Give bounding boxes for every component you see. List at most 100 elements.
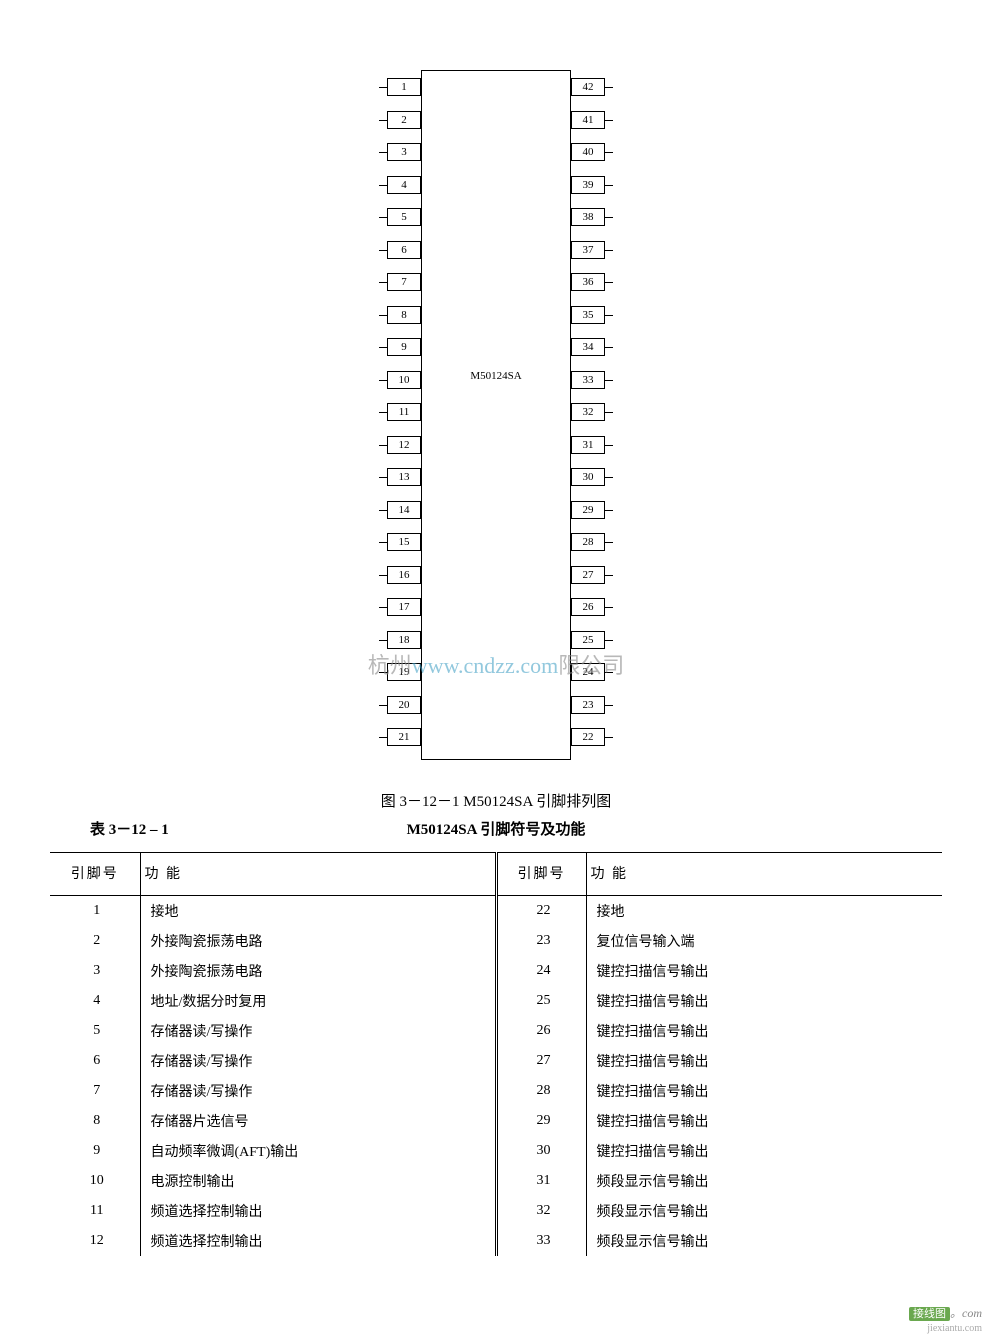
branding-box: 接线图: [909, 1307, 950, 1321]
pin-lead-8: [379, 315, 387, 316]
cell-func-b-4: 键控扫描信号输出: [586, 1016, 942, 1046]
pin-lead-12: [379, 445, 387, 446]
cell-pin-b-10: 32: [496, 1196, 586, 1226]
col-header-pin-a: 引脚号: [50, 853, 140, 896]
pin-30: 30: [571, 468, 605, 486]
pin-3: 3: [387, 143, 421, 161]
col-header-func-a: 功 能: [140, 853, 496, 896]
table-row: 7存储器读/写操作28键控扫描信号输出: [50, 1076, 942, 1106]
table-row: 9自动频率微调(AFT)输出30键控扫描信号输出: [50, 1136, 942, 1166]
pin-lead-19: [379, 672, 387, 673]
pin-28: 28: [571, 533, 605, 551]
pin-lead-31: [605, 445, 613, 446]
table-row: 3外接陶瓷振荡电路24键控扫描信号输出: [50, 956, 942, 986]
pin-lead-42: [605, 87, 613, 88]
pin-1: 1: [387, 78, 421, 96]
pin-lead-32: [605, 412, 613, 413]
col-header-func-b: 功 能: [586, 853, 942, 896]
pin-29: 29: [571, 501, 605, 519]
pin-13: 13: [387, 468, 421, 486]
cell-pin-a-1: 2: [50, 926, 140, 956]
table-row: 11频道选择控制输出32频段显示信号输出: [50, 1196, 942, 1226]
pin-15: 15: [387, 533, 421, 551]
pin-38: 38: [571, 208, 605, 226]
cell-func-b-5: 键控扫描信号输出: [586, 1046, 942, 1076]
cell-pin-b-6: 28: [496, 1076, 586, 1106]
pin-lead-37: [605, 250, 613, 251]
pin-function-table: 引脚号 功 能 引脚号 功 能 1接地22接地2外接陶瓷振荡电路23复位信号: [50, 852, 942, 1256]
col-header-pin-b: 引脚号: [496, 853, 586, 896]
col-header-func-b-text: 功 能: [591, 867, 629, 882]
pin-8: 8: [387, 306, 421, 324]
pin-27: 27: [571, 566, 605, 584]
branding-sub: jiexiantu.com: [927, 1323, 982, 1334]
pin-lead-5: [379, 217, 387, 218]
cell-pin-b-4: 26: [496, 1016, 586, 1046]
pin-26: 26: [571, 598, 605, 616]
pin-36: 36: [571, 273, 605, 291]
pin-25: 25: [571, 631, 605, 649]
pin-35: 35: [571, 306, 605, 324]
pin-22: 22: [571, 728, 605, 746]
table-row: 2外接陶瓷振荡电路23复位信号输入端: [50, 926, 942, 956]
pin-lead-7: [379, 282, 387, 283]
pin-lead-39: [605, 185, 613, 186]
cell-func-b-7: 键控扫描信号输出: [586, 1106, 942, 1136]
pin-42: 42: [571, 78, 605, 96]
pin-lead-13: [379, 477, 387, 478]
cell-pin-a-0: 1: [50, 896, 140, 927]
pin-21: 21: [387, 728, 421, 746]
pin-lead-38: [605, 217, 613, 218]
col-header-func-a-text: 功 能: [145, 867, 183, 882]
pin-2: 2: [387, 111, 421, 129]
cell-func-b-8: 键控扫描信号输出: [586, 1136, 942, 1166]
pin-41: 41: [571, 111, 605, 129]
pin-32: 32: [571, 403, 605, 421]
chip-diagram-wrapper: M50124SA 1234567891011121314151617181920…: [0, 70, 992, 760]
cell-pin-a-11: 12: [50, 1226, 140, 1256]
pin-6: 6: [387, 241, 421, 259]
pin-lead-30: [605, 477, 613, 478]
chip-label: M50124SA: [421, 370, 571, 382]
cell-pin-b-9: 31: [496, 1166, 586, 1196]
cell-func-a-3: 地址/数据分时复用: [140, 986, 496, 1016]
pin-lead-24: [605, 672, 613, 673]
table-body: 1接地22接地2外接陶瓷振荡电路23复位信号输入端3外接陶瓷振荡电路24键控扫描…: [50, 896, 942, 1257]
pin-function-table-wrapper: 引脚号 功 能 引脚号 功 能 1接地22接地2外接陶瓷振荡电路23复位信号: [50, 852, 942, 1256]
pin-lead-27: [605, 575, 613, 576]
pin-lead-2: [379, 120, 387, 121]
pin-lead-36: [605, 282, 613, 283]
pin-lead-29: [605, 510, 613, 511]
branding-domain: 。com: [950, 1306, 982, 1320]
table-row: 6存储器读/写操作27键控扫描信号输出: [50, 1046, 942, 1076]
table-row: 4地址/数据分时复用25键控扫描信号输出: [50, 986, 942, 1016]
pin-4: 4: [387, 176, 421, 194]
cell-pin-b-1: 23: [496, 926, 586, 956]
pin-11: 11: [387, 403, 421, 421]
table-header-row: 引脚号 功 能 引脚号 功 能: [50, 853, 942, 896]
cell-func-a-5: 存储器读/写操作: [140, 1046, 496, 1076]
pin-lead-21: [379, 737, 387, 738]
cell-func-b-9: 频段显示信号输出: [586, 1166, 942, 1196]
pin-lead-9: [379, 347, 387, 348]
pin-lead-14: [379, 510, 387, 511]
table-row: 1接地22接地: [50, 896, 942, 927]
cell-pin-a-5: 6: [50, 1046, 140, 1076]
cell-func-a-10: 频道选择控制输出: [140, 1196, 496, 1226]
pin-lead-20: [379, 705, 387, 706]
page: M50124SA 1234567891011121314151617181920…: [0, 0, 992, 1340]
cell-func-b-0: 接地: [586, 896, 942, 927]
pin-lead-25: [605, 640, 613, 641]
pin-19: 19: [387, 663, 421, 681]
pin-lead-22: [605, 737, 613, 738]
cell-pin-a-2: 3: [50, 956, 140, 986]
table-row: 5存储器读/写操作26键控扫描信号输出: [50, 1016, 942, 1046]
cell-pin-a-6: 7: [50, 1076, 140, 1106]
pin-lead-41: [605, 120, 613, 121]
cell-pin-a-7: 8: [50, 1106, 140, 1136]
pin-40: 40: [571, 143, 605, 161]
site-branding: 接线图。com jiexiantu.com: [909, 1307, 982, 1334]
pin-14: 14: [387, 501, 421, 519]
cell-func-a-0: 接地: [140, 896, 496, 927]
cell-func-a-1: 外接陶瓷振荡电路: [140, 926, 496, 956]
